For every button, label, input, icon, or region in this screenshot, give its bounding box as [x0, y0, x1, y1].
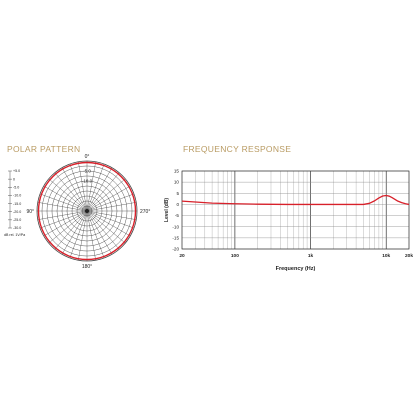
polar-center-dot — [85, 209, 89, 213]
polar-spoke — [86, 210, 105, 259]
polar-spoke — [78, 161, 88, 212]
scale-label: -5.0 — [13, 185, 19, 189]
polar-spoke — [43, 210, 88, 237]
polar-spoke — [86, 210, 113, 255]
x-tick-label: 20 — [179, 253, 185, 259]
polar-spoke — [86, 210, 135, 229]
polar-series-curve — [37, 161, 137, 261]
polar-spoke — [86, 210, 131, 237]
scale-unit-label: dB rel. 1V/Pa — [4, 233, 25, 237]
polar-grid — [36, 160, 138, 262]
polar-spoke — [86, 185, 131, 212]
polar-spoke — [86, 210, 96, 261]
polar-spoke — [86, 167, 113, 212]
polar-spoke — [69, 163, 88, 212]
polar-spoke — [37, 210, 88, 220]
y-tick-label: 15 — [174, 169, 180, 174]
frequency-series — [181, 194, 410, 206]
polar-spoke — [39, 210, 88, 229]
scale-label: +5.0 — [13, 169, 20, 173]
frequency-grid — [181, 170, 410, 250]
polar-spoke — [43, 185, 88, 212]
polar-spoke — [86, 193, 135, 212]
angle-label-270: 270° — [140, 209, 150, 215]
scale-label: -25.0 — [13, 218, 21, 222]
x-tick-label: 100 — [231, 253, 239, 259]
polar-spoke — [61, 167, 88, 212]
frequency-response-title: FREQUENCY RESPONSE — [183, 144, 292, 154]
polar-spoke — [86, 163, 105, 212]
polar-spoke — [86, 210, 126, 244]
scale-label: -20.0 — [13, 210, 21, 214]
polar-spoke — [54, 172, 88, 212]
polar-spoke — [86, 161, 96, 212]
ring-label: -5.0 — [83, 169, 91, 174]
x-axis-label: Frequency (Hz) — [276, 266, 316, 272]
polar-spoke — [86, 210, 120, 250]
x-tick-label: 10k — [382, 253, 390, 259]
angle-label-180: 180° — [82, 264, 92, 270]
y-tick-label: 5 — [176, 191, 179, 196]
x-tick-label: 1k — [308, 253, 314, 259]
polar-spoke — [37, 202, 88, 212]
polar-spoke — [61, 210, 88, 255]
ring-label: -10.0 — [82, 179, 93, 184]
polar-spoke — [86, 178, 126, 212]
freq-series-curve — [181, 194, 410, 206]
y-tick-label: 10 — [174, 180, 180, 185]
angle-label-90: 90° — [26, 209, 34, 215]
polar-spoke — [78, 210, 88, 261]
y-tick-label: 0 — [176, 202, 179, 207]
polar-level-scale: +5.0 0 -5.0 -10.0 -15.0 -20.0 -25.0 -30.0 dB rel… — [4, 169, 25, 237]
polar-spoke — [86, 210, 137, 220]
y-tick-label: -5 — [175, 213, 180, 218]
polar-spoke — [69, 210, 88, 259]
y-tick-label: -20 — [172, 247, 179, 252]
angle-label-0: 0° — [85, 154, 90, 160]
y-tick-label: -10 — [172, 224, 179, 229]
polar-spoke — [86, 172, 120, 212]
scale-label: -15.0 — [13, 202, 21, 206]
y-tick-label: -15 — [172, 235, 179, 240]
scale-label: -30.0 — [13, 226, 21, 230]
polar-spoke — [54, 210, 88, 250]
freq-plot-frame — [181, 170, 410, 250]
scale-label: 0 — [13, 177, 15, 181]
polar-spoke — [48, 178, 88, 212]
polar-spoke — [39, 193, 88, 212]
x-tick-label: 20k — [405, 253, 413, 259]
polar-pattern-title: POLAR PATTERN — [7, 144, 81, 154]
polar-labels: 0° 90° 180° 270° -5.0 -10.0 — [26, 154, 150, 270]
polar-spoke — [48, 210, 88, 244]
polar-spoke — [86, 202, 137, 212]
y-axis-label: Level (dB) — [164, 198, 170, 223]
polar-series — [37, 161, 137, 261]
scale-label: -10.0 — [13, 194, 21, 198]
